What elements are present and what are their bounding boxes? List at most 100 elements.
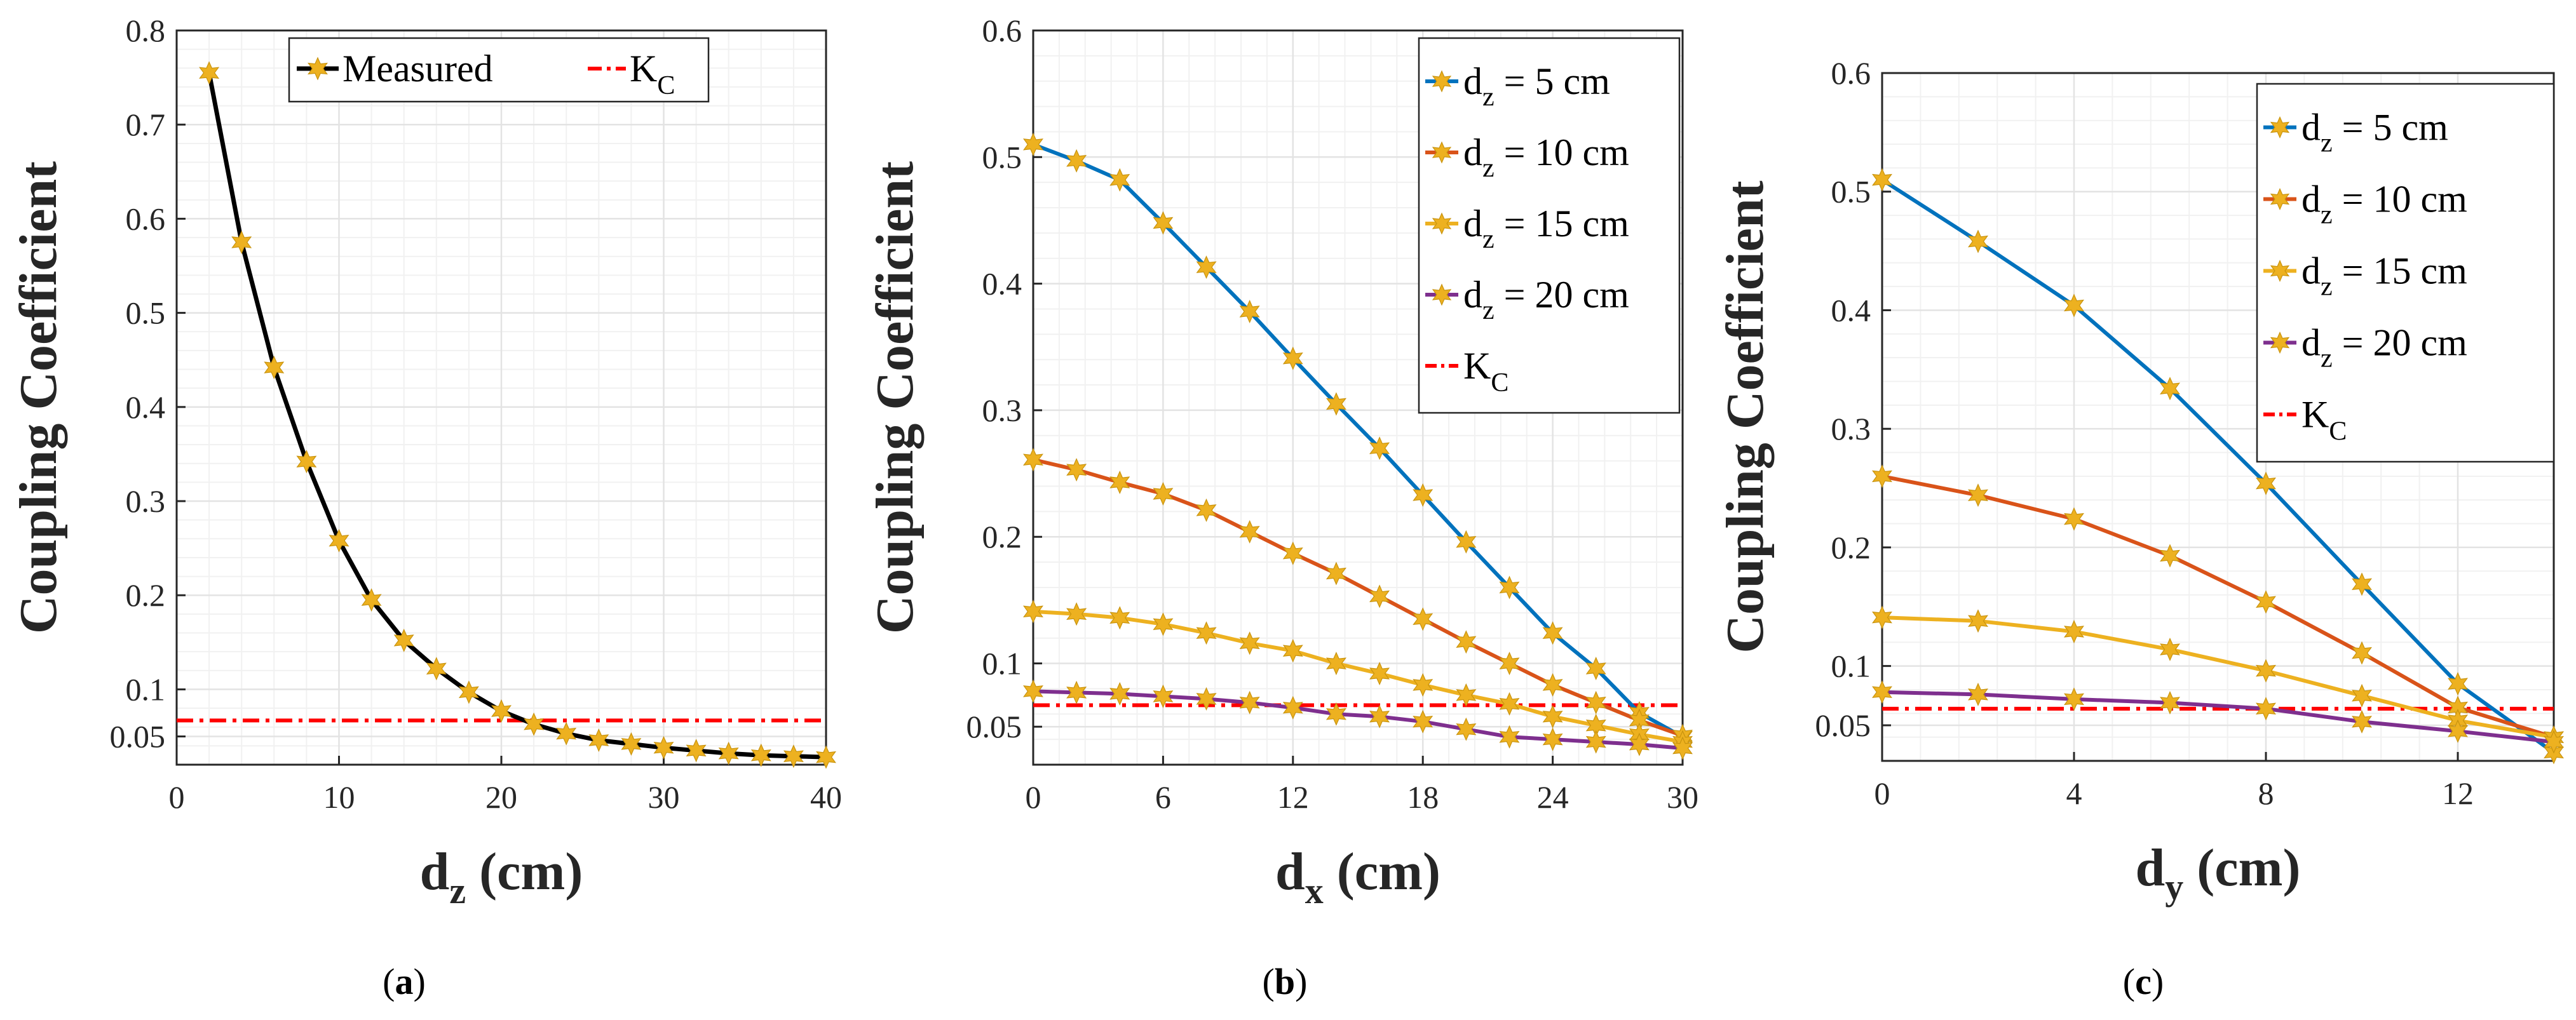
data-point-marker — [1968, 229, 1988, 253]
data-point-marker — [1239, 520, 1260, 544]
data-point-marker — [1542, 621, 1563, 645]
data-point-marker — [1282, 695, 1303, 720]
y-tick-label: 0.2 — [126, 577, 166, 613]
y-tick-label: 0.05 — [1815, 708, 1871, 743]
data-point-marker — [1456, 630, 1477, 654]
data-point-marker — [588, 728, 609, 752]
caption-c: (c) — [2123, 961, 2164, 1002]
data-point-marker — [2064, 620, 2084, 643]
y-tick-label: 0.8 — [126, 13, 166, 48]
data-point-marker — [1456, 717, 1477, 741]
series-line-3 — [1882, 690, 2554, 744]
data-point-marker — [2352, 641, 2372, 665]
legend-label: dz = 20 cm — [2301, 322, 2467, 373]
x-tick-label: 6 — [1155, 779, 1171, 815]
x-tick-label: 30 — [1667, 779, 1698, 815]
data-point-marker — [1499, 692, 1520, 716]
legend-label: dz = 15 cm — [1463, 203, 1629, 254]
data-point-marker — [1196, 255, 1217, 279]
data-point-marker — [653, 735, 674, 760]
data-point-marker — [1456, 683, 1477, 707]
series-line-2 — [1033, 609, 1683, 744]
x-tick-label: 8 — [2258, 775, 2274, 811]
caption-b: (b) — [1263, 961, 1308, 1002]
data-point-marker — [1109, 471, 1130, 494]
data-point-marker — [1239, 690, 1260, 715]
y-tick-label: 0.4 — [1831, 292, 1871, 328]
y-axis-label: Coupling Coefficient — [865, 161, 925, 634]
y-tick-label: 0.4 — [126, 389, 166, 425]
x-tick-label: 18 — [1407, 779, 1439, 815]
data-point-marker — [524, 712, 545, 736]
data-point-marker — [1153, 211, 1174, 235]
data-point-marker — [1196, 621, 1217, 645]
data-point-marker — [1066, 458, 1087, 482]
data-point-marker — [783, 744, 804, 768]
legend-marker — [2270, 332, 2290, 354]
data-point-marker — [1066, 680, 1087, 704]
data-point-marker — [2160, 377, 2180, 401]
data-point-marker — [1872, 464, 1892, 488]
data-point-marker — [1499, 575, 1520, 600]
legend-label-kc: KC — [1463, 345, 1508, 398]
data-point-marker — [1023, 679, 1043, 703]
data-point-marker — [2160, 691, 2180, 715]
data-point-marker — [2256, 590, 2276, 614]
panel-a: 0 10 20 30 40 0.05 0.1 0.2 0.3 0.4 0.5 0.6 0.7 0.8 Cou… — [9, 13, 842, 911]
data-point-marker — [2448, 719, 2468, 743]
y-tick-label: 0.3 — [126, 483, 166, 519]
legend-label: dz = 20 cm — [1463, 274, 1629, 325]
data-point-marker — [2064, 293, 2084, 318]
legend: dz = 5 cm dz = 10 cm dz = 15 cm dz = 20 cm K… — [2256, 83, 2555, 463]
data-point-marker — [1413, 607, 1434, 631]
data-point-marker — [2064, 507, 2084, 531]
y-tick-label: 0.7 — [126, 107, 166, 142]
data-point-marker — [264, 356, 285, 380]
data-point-marker — [1413, 673, 1434, 697]
data-point-marker — [393, 628, 414, 652]
data-point-marker — [750, 743, 771, 767]
legend-marker — [1432, 212, 1452, 235]
series-line-3 — [1033, 689, 1683, 751]
data-point-marker — [2352, 683, 2372, 708]
x-tick-label: 10 — [323, 779, 355, 815]
data-point-marker — [2544, 730, 2564, 754]
data-point-marker — [1872, 680, 1892, 704]
data-point-marker — [1499, 725, 1520, 749]
data-point-marker — [1542, 704, 1563, 728]
data-point-marker — [2256, 659, 2276, 683]
x-tick-label: 4 — [2066, 775, 2082, 811]
x-axis-label: dz (cm) — [420, 842, 583, 911]
y-tick-label: 0.5 — [982, 139, 1022, 175]
data-point-marker — [1413, 483, 1434, 507]
legend-box — [1418, 37, 1681, 414]
data-point-marker — [2352, 572, 2372, 596]
legend-marker — [2270, 260, 2290, 282]
y-tick-label: 0.1 — [1831, 648, 1871, 684]
axes-box — [1032, 29, 1684, 766]
data-point-marker — [1968, 682, 1988, 706]
data-point-marker — [1153, 612, 1174, 636]
data-point-marker — [1585, 690, 1606, 715]
data-point-marker — [1672, 736, 1693, 760]
data-point-marker — [1153, 482, 1174, 506]
y-tick-label: 0.4 — [982, 266, 1022, 302]
series-line-0 — [1033, 142, 1683, 739]
panel-b: 0 6 12 18 24 30 0.05 0.1 0.2 0.3 0.4 0.5 0.6 Coupling… — [865, 13, 1698, 911]
data-point-marker — [1325, 561, 1347, 586]
data-point-marker — [1585, 730, 1606, 754]
legend-label: dz = 10 cm — [1463, 131, 1629, 183]
legend: dz = 5 cm dz = 10 cm dz = 15 cm dz = 20 cm K… — [1418, 37, 1681, 414]
data-point-marker — [2160, 544, 2180, 568]
data-point-marker — [1023, 600, 1043, 624]
data-point-marker — [1369, 704, 1390, 728]
data-point-marker — [1872, 168, 1892, 192]
data-point-marker — [2064, 687, 2084, 711]
data-point-marker — [1542, 727, 1563, 751]
legend-label: dz = 5 cm — [2301, 107, 2448, 158]
data-point-marker — [2256, 471, 2276, 495]
data-point-marker — [1109, 168, 1130, 192]
data-point-marker — [458, 680, 479, 704]
y-tick-label: 0.3 — [1831, 411, 1871, 446]
